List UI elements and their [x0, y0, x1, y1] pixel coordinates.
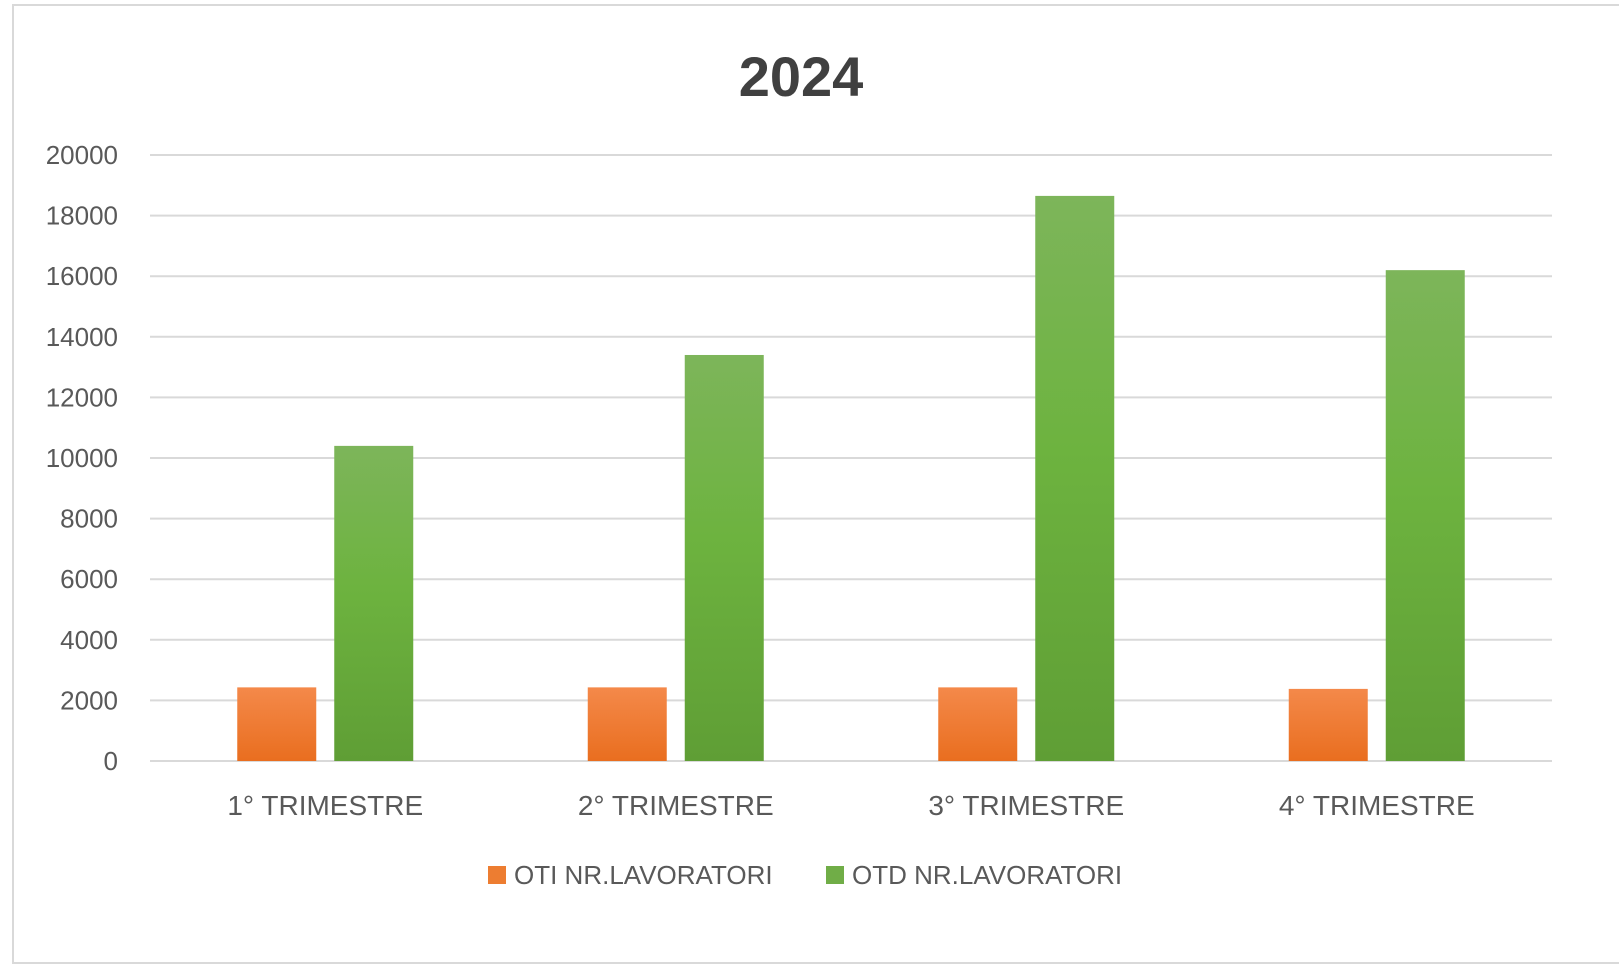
legend-label-otd: OTD NR.LAVORATORI — [852, 860, 1122, 890]
legend-label-oti: OTI NR.LAVORATORI — [514, 860, 773, 890]
x-category-label: 4° TRIMESTRE — [1279, 790, 1475, 821]
bar-otd-4 — [1385, 270, 1465, 761]
y-tick-label: 20000 — [46, 140, 118, 170]
bar-otd-1 — [334, 445, 414, 761]
bar-oti-2 — [587, 687, 667, 761]
y-tick-label: 16000 — [46, 261, 118, 291]
bar-otd-3 — [1035, 195, 1115, 761]
x-category-label: 2° TRIMESTRE — [578, 790, 774, 821]
x-category-label: 3° TRIMESTRE — [928, 790, 1124, 821]
y-tick-label: 0 — [104, 746, 118, 776]
bar-otd-2 — [684, 354, 764, 761]
y-tick-label: 10000 — [46, 443, 118, 473]
chart-frame — [12, 4, 1619, 964]
y-axis-tick-labels: 0 2000 4000 6000 8000 10000 12000 14000 16000 180… — [46, 140, 118, 776]
legend: OTI NR.LAVORATORI OTD NR.LAVORATORI — [488, 860, 1122, 890]
x-axis-category-labels: 1° TRIMESTRE 2° TRIMESTRE 3° TRIMESTRE 4° T… — [227, 790, 1474, 821]
y-tick-label: 2000 — [60, 685, 118, 715]
legend-swatch-oti — [488, 866, 506, 884]
y-tick-label: 6000 — [60, 564, 118, 594]
bar-oti-1 — [237, 687, 317, 761]
bar-oti-3 — [938, 687, 1018, 761]
legend-swatch-otd — [826, 866, 844, 884]
y-tick-label: 18000 — [46, 201, 118, 231]
y-tick-label: 4000 — [60, 625, 118, 655]
x-category-label: 1° TRIMESTRE — [227, 790, 423, 821]
y-tick-label: 12000 — [46, 382, 118, 412]
bar-oti-4 — [1288, 688, 1368, 761]
y-tick-label: 14000 — [46, 322, 118, 352]
y-tick-label: 8000 — [60, 504, 118, 534]
chart-title: 2024 — [739, 45, 864, 108]
bars — [237, 195, 1465, 761]
